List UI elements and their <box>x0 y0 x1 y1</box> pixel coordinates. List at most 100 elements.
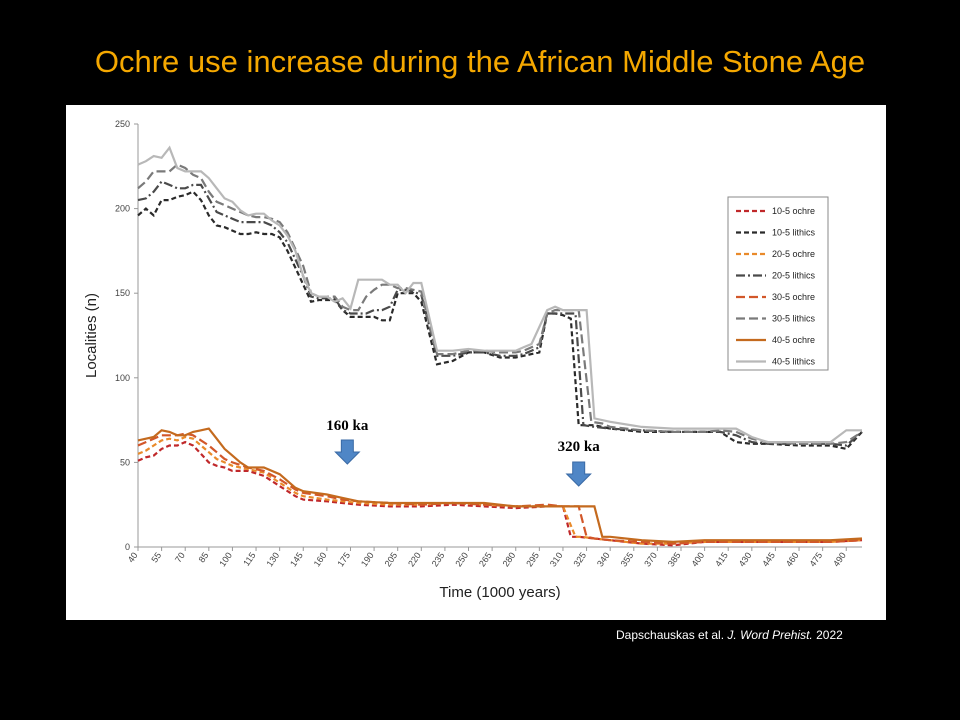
citation-authors: Dapschauskas et al. <box>616 628 725 642</box>
legend: 10-5 ochre 10-5 lithics 20-5 ochre 20-5 lit… <box>727 196 829 371</box>
x-tick: 460 <box>784 547 801 568</box>
series-line-20-5-ochre <box>137 435 863 545</box>
x-tick-label: 160 <box>312 550 329 568</box>
series-line-10-5-ochre <box>137 440 863 547</box>
x-tick-label: 430 <box>737 550 754 568</box>
x-tick: 385 <box>666 547 683 568</box>
annotations: 160 ka 320 ka <box>326 418 600 487</box>
legend-label: 10-5 ochre <box>772 206 815 216</box>
series-line-30-5-lithics <box>137 163 863 445</box>
x-tick-label: 265 <box>477 550 494 568</box>
x-tick: 175 <box>335 547 352 568</box>
x-tick-label: 475 <box>807 550 824 568</box>
y-tick-label: 100 <box>115 373 130 383</box>
x-tick-label: 100 <box>217 550 234 568</box>
y-tick: 100 <box>115 373 138 383</box>
x-tick-label: 340 <box>595 550 612 568</box>
x-tick: 445 <box>760 547 777 568</box>
legend-entry: 30-5 ochre <box>736 292 815 302</box>
y-tick-label: 200 <box>115 204 130 214</box>
x-tick: 265 <box>477 547 494 568</box>
x-tick-label: 310 <box>548 550 565 568</box>
x-tick: 70 <box>173 547 187 564</box>
legend-entry: 10-5 ochre <box>736 206 815 216</box>
legend-label: 40-5 ochre <box>772 335 815 345</box>
x-tick-label: 115 <box>241 550 257 567</box>
x-tick: 400 <box>689 547 706 568</box>
x-axis-title: Time (1000 years) <box>439 584 560 601</box>
y-axis-title: Localities (n) <box>83 293 100 378</box>
series-line-40-5-lithics <box>137 145 862 444</box>
x-tick-label: 250 <box>453 550 470 568</box>
series-line-30-5-ochre <box>137 432 863 545</box>
x-tick: 340 <box>595 547 612 568</box>
y-tick-label: 150 <box>115 288 130 298</box>
x-tick-label: 460 <box>784 550 801 568</box>
y-tick-label: 0 <box>125 542 130 552</box>
x-tick: 295 <box>524 547 541 568</box>
x-tick-label: 235 <box>430 550 447 568</box>
x-tick-label: 130 <box>264 550 281 568</box>
x-tick: 310 <box>548 547 565 568</box>
x-tick: 100 <box>217 547 234 568</box>
citation-year: 2022 <box>816 628 843 642</box>
x-tick-label: 85 <box>197 550 211 564</box>
y-tick: 50 <box>120 457 138 467</box>
y-tick-label: 250 <box>115 119 130 129</box>
x-tick: 145 <box>288 547 305 568</box>
legend-label: 30-5 lithics <box>772 314 816 324</box>
x-tick-label: 40 <box>126 550 140 564</box>
y-tick-label: 50 <box>120 457 130 467</box>
x-tick-label: 370 <box>642 550 659 568</box>
x-tick: 235 <box>430 547 447 568</box>
x-tick-label: 445 <box>760 550 777 568</box>
x-tick: 115 <box>241 547 258 568</box>
chart-panel: 0 50 100 150 200 250 40 55 70 85 100 115 130 145 160 17… <box>66 105 886 620</box>
x-tick-label: 295 <box>524 550 541 568</box>
legend-label: 40-5 lithics <box>772 357 816 367</box>
x-tick-label: 490 <box>831 550 848 568</box>
series-line-40-5-ochre <box>137 427 863 544</box>
x-tick-label: 415 <box>713 550 730 568</box>
x-tick: 130 <box>264 547 281 568</box>
x-tick-label: 55 <box>149 550 163 564</box>
x-tick-label: 385 <box>666 550 683 568</box>
x-tick-label: 205 <box>383 550 400 568</box>
legend-entry: 40-5 lithics <box>736 357 816 367</box>
x-tick: 325 <box>571 547 588 568</box>
legend-entry: 40-5 ochre <box>736 335 815 345</box>
x-tick-label: 280 <box>501 550 518 568</box>
legend-box <box>727 196 829 371</box>
x-tick: 415 <box>713 547 730 568</box>
annotation-label: 160 ka <box>326 418 369 434</box>
x-tick-label: 355 <box>619 550 636 568</box>
slide-title: Ochre use increase during the African Mi… <box>94 44 866 79</box>
x-tick-label: 400 <box>689 550 706 568</box>
x-tick: 355 <box>619 547 636 568</box>
x-tick-label: 325 <box>571 550 588 568</box>
x-tick-label: 145 <box>288 550 305 568</box>
legend-label: 20-5 ochre <box>772 249 815 259</box>
x-tick-label: 175 <box>335 550 352 568</box>
legend-entry: 30-5 lithics <box>736 314 816 324</box>
x-tick: 370 <box>642 547 659 568</box>
legend-label: 30-5 ochre <box>772 292 815 302</box>
y-tick: 200 <box>115 204 138 214</box>
x-tick: 220 <box>406 547 423 568</box>
legend-label: 10-5 lithics <box>772 228 816 238</box>
x-tick: 40 <box>126 547 140 564</box>
legend-label: 20-5 lithics <box>772 271 816 281</box>
x-tick: 205 <box>383 547 400 568</box>
x-tick: 430 <box>737 547 754 568</box>
legend-entry: 10-5 lithics <box>736 228 816 238</box>
y-tick: 150 <box>115 288 138 298</box>
x-tick: 190 <box>359 547 376 568</box>
x-tick: 85 <box>197 547 211 564</box>
x-tick-label: 70 <box>173 550 187 564</box>
y-tick: 0 <box>125 542 138 552</box>
down-arrow-icon <box>565 461 592 487</box>
citation-journal: J. Word Prehist. <box>727 628 813 642</box>
x-tick: 280 <box>501 547 518 568</box>
down-arrow-icon <box>334 439 361 465</box>
series-lines <box>137 145 863 547</box>
